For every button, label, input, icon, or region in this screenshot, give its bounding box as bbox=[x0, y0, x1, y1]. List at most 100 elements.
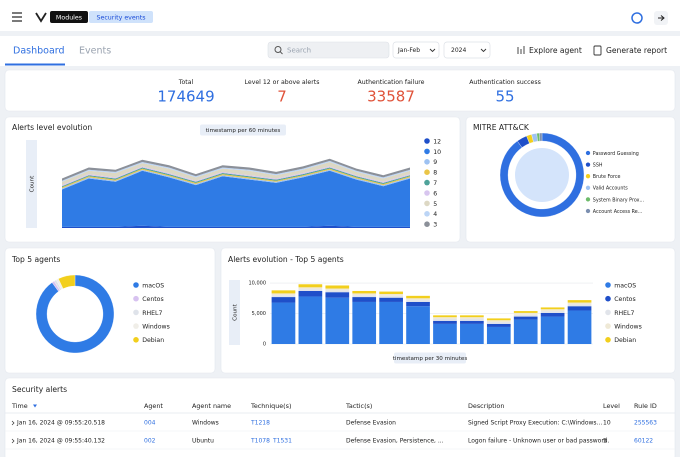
legend-label: 6 bbox=[433, 190, 437, 197]
legend-swatch bbox=[585, 162, 591, 167]
technique-link[interactable]: T1218 bbox=[250, 420, 270, 427]
bar-segment bbox=[540, 312, 565, 317]
bar-segment bbox=[486, 322, 511, 324]
y-tick-label: 0 bbox=[263, 342, 266, 348]
bar-segment bbox=[379, 294, 403, 296]
bar-segment bbox=[486, 326, 511, 344]
legend-swatch bbox=[424, 179, 430, 186]
bar-segment bbox=[379, 295, 403, 298]
table-cell[interactable]: 255563 bbox=[634, 420, 657, 427]
legend-label: 3 bbox=[433, 222, 437, 229]
bar-segment bbox=[567, 306, 592, 311]
legend-label: Password Guessing bbox=[593, 151, 639, 157]
menu-button[interactable] bbox=[12, 12, 22, 22]
table-cell[interactable]: 60122 bbox=[634, 438, 653, 445]
legend-swatch bbox=[605, 295, 611, 302]
column-header[interactable]: Tactic(s) bbox=[345, 402, 372, 410]
legend-swatch bbox=[585, 150, 591, 156]
column-header[interactable]: Technique(s) bbox=[250, 402, 292, 410]
stat-label: Level 12 or above alerts bbox=[245, 79, 320, 86]
stats-panel bbox=[4, 69, 676, 112]
bar-segment bbox=[379, 291, 403, 295]
table-cell: Defense Evasion, Persistence, ... bbox=[346, 438, 444, 445]
period-select[interactable] bbox=[392, 41, 440, 59]
legend-label: RHEL7 bbox=[614, 310, 634, 317]
legend-label: Debian bbox=[142, 337, 164, 344]
bar-segment bbox=[325, 285, 350, 289]
search-icon bbox=[279, 51, 283, 55]
status-icon[interactable] bbox=[631, 12, 643, 24]
search-placeholder: Search bbox=[287, 47, 311, 55]
table-cell[interactable]: 004 bbox=[144, 420, 156, 427]
table-cell: Windows bbox=[192, 420, 219, 427]
year-select[interactable] bbox=[443, 41, 491, 59]
column-header[interactable]: Level bbox=[603, 402, 620, 410]
legend-swatch bbox=[605, 337, 611, 343]
legend-swatch bbox=[605, 309, 611, 316]
table-cell: 5 bbox=[603, 438, 607, 445]
breadcrumb-pill bbox=[89, 11, 153, 23]
chevron bbox=[480, 48, 487, 53]
bar-segment bbox=[513, 316, 538, 320]
chevron bbox=[429, 48, 436, 53]
pie-slice bbox=[499, 132, 585, 218]
bar-segment bbox=[325, 288, 350, 291]
technique-link[interactable]: T1531 bbox=[272, 438, 292, 445]
table-cell[interactable]: 002 bbox=[144, 438, 156, 445]
bar-segment bbox=[433, 317, 457, 320]
search-icon bbox=[274, 46, 282, 53]
bar-segment bbox=[486, 318, 511, 321]
bar-segment bbox=[352, 290, 377, 294]
bar-segment bbox=[352, 293, 377, 296]
legend-label: RHEL7 bbox=[142, 310, 162, 317]
bar-segment bbox=[540, 309, 565, 312]
column-header[interactable]: Time bbox=[11, 402, 28, 410]
column-header[interactable]: Agent bbox=[144, 402, 163, 410]
bar-segment bbox=[540, 307, 565, 310]
breadcrumb[interactable]: Modules bbox=[56, 15, 82, 22]
tab-underline bbox=[5, 63, 65, 66]
period-value: Jan-Feb bbox=[397, 47, 420, 54]
expand-chevron[interactable] bbox=[11, 420, 15, 426]
panel bbox=[465, 116, 676, 243]
bar-segment bbox=[325, 292, 350, 298]
column-header[interactable]: Rule ID bbox=[634, 402, 657, 410]
generate-report-button[interactable]: Generate report bbox=[606, 46, 667, 55]
legend-swatch bbox=[424, 200, 430, 207]
breadcrumb-pill[interactable] bbox=[50, 11, 88, 23]
bar-segment bbox=[298, 284, 323, 288]
technique-link[interactable]: T1078 bbox=[250, 438, 270, 445]
bar-segment bbox=[406, 300, 430, 302]
bar-segment bbox=[352, 301, 377, 344]
column-header[interactable]: Agent name bbox=[192, 402, 231, 410]
stat-label: Authentication failure bbox=[358, 79, 425, 86]
legend-label: Brute Force bbox=[593, 174, 621, 180]
bar-segment bbox=[513, 314, 538, 317]
bar-segment bbox=[406, 295, 430, 299]
bar-segment bbox=[460, 315, 484, 318]
legend-label: 10 bbox=[433, 149, 441, 156]
table-panel bbox=[4, 377, 676, 457]
legend-label: macOS bbox=[614, 282, 636, 289]
bar-segment bbox=[298, 290, 323, 297]
legend-swatch bbox=[585, 197, 591, 202]
panel-title: Alerts level evolution bbox=[12, 123, 92, 132]
tab[interactable]: Events bbox=[79, 46, 111, 57]
stat-value: 33587 bbox=[367, 88, 415, 106]
panel-title: MITRE ATT&CK bbox=[473, 123, 530, 132]
logo[interactable] bbox=[35, 12, 47, 23]
y-axis-label: Count bbox=[30, 175, 36, 192]
expand-chevron[interactable] bbox=[11, 438, 15, 444]
search-box[interactable] bbox=[267, 41, 390, 59]
legend-swatch bbox=[424, 159, 430, 165]
column-header[interactable]: Description bbox=[468, 402, 504, 410]
legend-label: Centos bbox=[142, 296, 163, 303]
panel-title: Security alerts bbox=[12, 385, 67, 394]
stat-value: 7 bbox=[277, 88, 287, 106]
bar-segment bbox=[271, 295, 296, 298]
tab[interactable]: Dashboard bbox=[13, 46, 65, 57]
legend-swatch bbox=[133, 295, 139, 302]
bar-segment bbox=[406, 306, 430, 344]
table-cell: 10 bbox=[603, 420, 611, 427]
explore-agent-button[interactable]: Explore agent bbox=[529, 46, 582, 55]
